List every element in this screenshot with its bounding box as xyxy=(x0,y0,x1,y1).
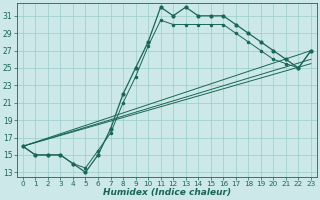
X-axis label: Humidex (Indice chaleur): Humidex (Indice chaleur) xyxy=(103,188,231,197)
